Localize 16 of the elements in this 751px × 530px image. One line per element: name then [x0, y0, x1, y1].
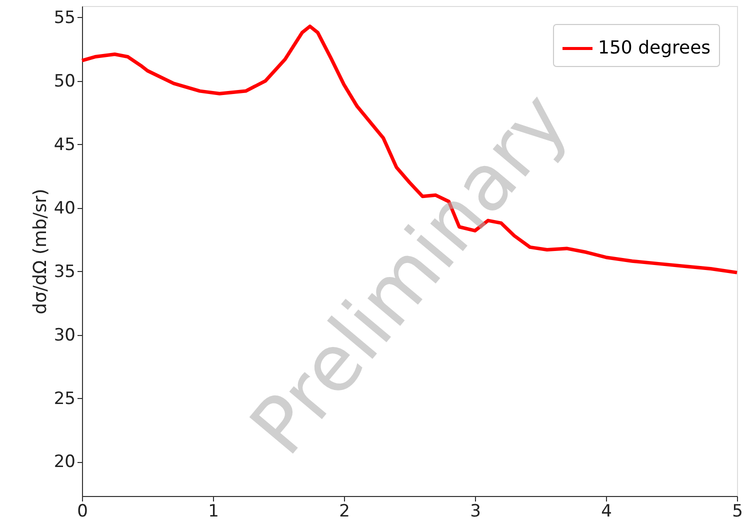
y-tick-label: 35 [54, 262, 76, 282]
y-tick-label: 40 [54, 198, 76, 218]
x-tick-label: 0 [77, 502, 88, 522]
legend-label: 150 degrees [598, 38, 711, 58]
y-tick-label: 50 [54, 71, 76, 92]
y-tick-label: 45 [54, 134, 76, 155]
y-tick-label: 20 [54, 452, 76, 472]
y-axis-title: dσ/dΩ (mb/sr) [30, 188, 51, 314]
y-tick-label: 30 [54, 325, 76, 346]
x-tick-label: 4 [601, 502, 612, 522]
x-tick-label: 2 [339, 502, 350, 522]
x-tick-label: 3 [470, 502, 481, 522]
x-tick-label: 5 [732, 502, 743, 522]
y-tick-label: 55 [54, 8, 76, 28]
x-tick-label: 1 [208, 502, 219, 522]
y-tick-label: 25 [54, 388, 76, 409]
